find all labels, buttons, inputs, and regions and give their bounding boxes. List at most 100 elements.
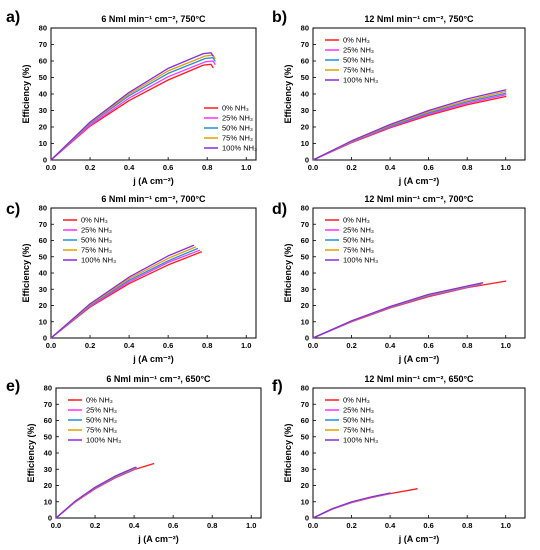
series-line [312, 492, 391, 519]
series-line [312, 492, 391, 519]
legend-label: 100% NH₃ [343, 76, 378, 85]
y-tick-label: 10 [39, 317, 47, 326]
legend-label: 100% NH₃ [86, 436, 121, 445]
y-tick-label: 80 [39, 204, 47, 213]
series-line [55, 462, 155, 519]
legend-label: 50% NH₃ [81, 236, 112, 245]
x-tick-label: 0.4 [124, 341, 135, 350]
x-tick-label: 0.4 [385, 341, 396, 350]
legend-label: 75% NH₃ [343, 66, 374, 75]
legend-label: 75% NH₃ [343, 246, 374, 255]
y-tick-label: 50 [301, 73, 309, 82]
legend-label: 50% NH₃ [343, 236, 374, 245]
y-tick-label: 40 [301, 449, 309, 458]
series-line [312, 282, 484, 339]
panel-letter: e) [6, 378, 20, 395]
y-tick-label: 60 [301, 57, 309, 66]
x-tick-label: 0.2 [346, 163, 356, 172]
y-tick-label: 80 [39, 24, 47, 33]
y-tick-label: 70 [39, 220, 47, 229]
y-tick-label: 30 [39, 106, 47, 115]
panel-title: 6 Nml min⁻¹ cm⁻², 700°C [101, 194, 206, 204]
y-tick-label: 80 [301, 384, 309, 393]
legend-label: 25% NH₃ [343, 406, 374, 415]
y-tick-label: 40 [301, 90, 309, 99]
x-axis-label: j (A cm⁻²) [398, 354, 439, 364]
panel-1: a) 6 Nml min⁻¹ cm⁻², 750°C 0 10 20 30 40 50 60 70… [6, 9, 257, 186]
x-tick-label: 0.6 [423, 341, 433, 350]
legend-label: 75% NH₃ [86, 426, 117, 435]
x-tick-label: 0.8 [207, 521, 217, 530]
series-line [312, 488, 418, 519]
y-tick-label: 0 [43, 156, 47, 165]
series-line [312, 283, 482, 339]
y-tick-label: 30 [301, 465, 309, 474]
legend-label: 0% NH₃ [343, 216, 370, 225]
y-tick-label: 60 [44, 416, 52, 425]
x-tick-label: 0.6 [168, 521, 178, 530]
series-line [50, 60, 216, 161]
y-tick-label: 30 [301, 285, 309, 294]
panel-4: d) 12 Nml min⁻¹ cm⁻², 700°C 0 10 20 30 40 50 60 7… [272, 194, 526, 364]
y-tick-label: 70 [301, 400, 309, 409]
x-tick-label: 0.6 [163, 341, 173, 350]
series-line [55, 467, 137, 519]
x-tick-label: 1.0 [241, 341, 251, 350]
x-tick-label: 0.2 [346, 521, 356, 530]
x-tick-label: 0.0 [308, 163, 318, 172]
y-tick-label: 60 [39, 57, 47, 66]
series-line [50, 249, 201, 339]
panel-title: 6 Nml min⁻¹ cm⁻², 750°C [101, 14, 206, 24]
y-tick-label: 30 [39, 285, 47, 294]
x-tick-label: 0.0 [51, 521, 61, 530]
y-tick-label: 50 [39, 252, 47, 261]
legend-label: 25% NH₃ [343, 226, 374, 235]
y-tick-label: 30 [301, 106, 309, 115]
legend-label: 100% NH₃ [343, 436, 378, 445]
y-axis-label: Efficiency (%) [283, 243, 293, 302]
panel-5: e) 6 Nml min⁻¹ cm⁻², 650°C 0 10 20 30 40 50 60 70… [6, 374, 262, 544]
legend-label: 25% NH₃ [86, 406, 117, 415]
series-line [55, 467, 137, 519]
y-tick-label: 30 [44, 465, 52, 474]
x-tick-label: 0.8 [202, 163, 212, 172]
x-tick-label: 0.2 [85, 341, 95, 350]
legend-label: 50% NH₃ [343, 56, 374, 65]
x-tick-label: 0.2 [346, 341, 356, 350]
x-tick-label: 0.6 [423, 163, 433, 172]
x-tick-label: 0.6 [163, 163, 173, 172]
x-tick-label: 0.4 [124, 163, 135, 172]
x-tick-label: 0.8 [462, 521, 472, 530]
y-tick-label: 80 [301, 204, 309, 213]
y-tick-label: 60 [39, 236, 47, 245]
panel-title: 12 Nml min⁻¹ cm⁻², 650°C [364, 374, 474, 384]
x-axis-label: j (A cm⁻²) [398, 176, 439, 186]
y-axis-label: Efficiency (%) [26, 423, 36, 482]
y-tick-label: 40 [39, 90, 47, 99]
y-tick-label: 10 [301, 317, 309, 326]
panel-letter: b) [272, 9, 287, 26]
legend-label: 100% NH₃ [222, 144, 257, 153]
y-tick-label: 40 [301, 269, 309, 278]
x-tick-label: 0.4 [385, 163, 396, 172]
x-tick-label: 0.4 [129, 521, 140, 530]
x-tick-label: 1.0 [501, 341, 511, 350]
legend-label: 25% NH₃ [222, 114, 253, 123]
legend-label: 50% NH₃ [86, 416, 117, 425]
y-tick-label: 20 [301, 301, 309, 310]
y-tick-label: 10 [301, 139, 309, 148]
series-line [50, 63, 214, 161]
x-tick-label: 1.0 [246, 521, 256, 530]
legend-label: 75% NH₃ [81, 246, 112, 255]
y-tick-label: 0 [48, 514, 52, 523]
legend-label: 75% NH₃ [343, 426, 374, 435]
series-line [312, 94, 507, 161]
y-tick-label: 20 [301, 123, 309, 132]
x-tick-label: 0.8 [462, 163, 472, 172]
series-line [50, 251, 202, 339]
legend-label: 0% NH₃ [86, 396, 113, 405]
